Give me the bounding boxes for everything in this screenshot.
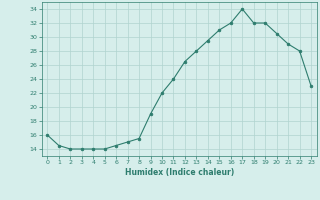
X-axis label: Humidex (Indice chaleur): Humidex (Indice chaleur) (124, 168, 234, 177)
